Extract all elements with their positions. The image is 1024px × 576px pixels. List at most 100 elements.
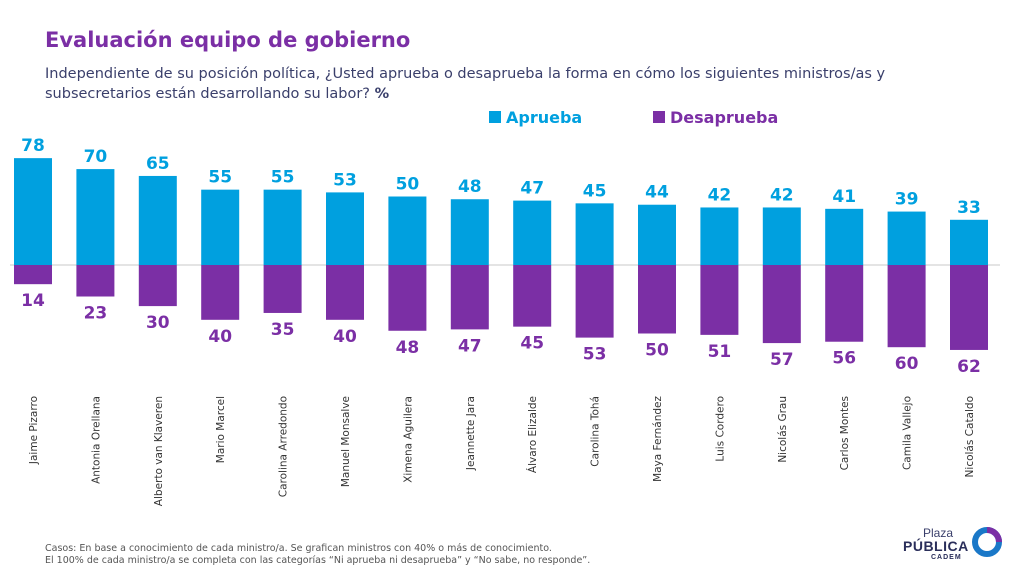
subtitle-question: Independiente de su posición política, ¿… <box>45 66 886 102</box>
bar-desaprueba <box>638 265 676 334</box>
bar-aprueba <box>263 189 302 265</box>
category-label: Luis Cordero <box>714 396 726 462</box>
category-label: Carolina Arredondo <box>278 396 290 497</box>
data-label-aprueba: 42 <box>770 185 794 205</box>
bar-desaprueba <box>825 265 864 342</box>
bar-aprueba <box>825 208 864 265</box>
data-label-desaprueba: 35 <box>271 320 295 340</box>
data-label-aprueba: 42 <box>708 185 732 205</box>
approval-chart: 78 14 Jaime Pizarro 70 23 Antonia Orellana 65 3… <box>10 136 1000 506</box>
logo-icon <box>972 527 1002 557</box>
bar-aprueba <box>14 158 52 265</box>
data-label-desaprueba: 62 <box>957 357 981 377</box>
category-label: Carlos Montes <box>839 396 851 470</box>
data-label-desaprueba: 53 <box>583 345 607 365</box>
data-label-aprueba: 78 <box>21 136 45 156</box>
bar-aprueba <box>575 203 614 265</box>
bar-aprueba <box>638 204 676 265</box>
legend-swatch-aprueba <box>489 111 501 123</box>
logo-line2: PÚBLICA <box>903 538 969 554</box>
data-label-aprueba: 41 <box>832 187 856 207</box>
legend-item-desaprueba: Desaprueba <box>653 107 778 127</box>
category-label: Mario Marcel <box>215 396 227 463</box>
bar-desaprueba <box>326 265 364 320</box>
chart-subtitle: Independiente de su posición política, ¿… <box>45 64 985 104</box>
legend-item-aprueba: Aprueba <box>489 107 582 127</box>
data-label-aprueba: 53 <box>333 170 357 190</box>
logo-line1: Plaza <box>923 526 954 540</box>
data-label-desaprueba: 30 <box>146 313 170 333</box>
bar-desaprueba <box>575 265 614 338</box>
plaza-publica-logo: Plaza PÚBLICA CADEM <box>903 526 1003 566</box>
category-label: Antonia Orellana <box>90 396 102 484</box>
subtitle-unit: % <box>374 86 390 102</box>
category-label: Maya Fernández <box>652 396 664 482</box>
footnote-label: Casos: <box>45 543 77 554</box>
data-label-aprueba: 39 <box>895 190 919 210</box>
data-label-aprueba: 65 <box>146 154 170 174</box>
page-title: Evaluación equipo de gobierno <box>45 28 411 52</box>
footnote-line1: En base a conocimiento de cada ministro/… <box>79 543 552 554</box>
data-label-aprueba: 70 <box>84 147 108 167</box>
data-label-desaprueba: 57 <box>770 350 794 370</box>
footnote-line2: El 100% de cada ministro/a se completa c… <box>45 555 591 566</box>
bar-aprueba <box>76 169 115 265</box>
bar-aprueba <box>887 211 926 265</box>
data-label-desaprueba: 48 <box>396 338 420 358</box>
category-label: Nicolás Cataldo <box>964 396 976 477</box>
bar-desaprueba <box>513 265 552 327</box>
data-label-desaprueba: 60 <box>895 354 919 374</box>
data-label-desaprueba: 51 <box>708 342 732 362</box>
data-label-aprueba: 33 <box>957 198 981 218</box>
data-label-aprueba: 55 <box>208 168 232 188</box>
data-label-aprueba: 50 <box>396 175 420 195</box>
bar-desaprueba <box>263 265 302 313</box>
category-label: Jaime Pizarro <box>28 396 40 465</box>
data-label-aprueba: 48 <box>458 177 482 197</box>
data-label-aprueba: 45 <box>583 181 607 201</box>
data-label-desaprueba: 47 <box>458 336 482 356</box>
legend-swatch-desaprueba <box>653 111 665 123</box>
category-label: Álvaro Elizalde <box>526 396 539 473</box>
category-label: Camila Vallejo <box>902 396 914 470</box>
data-label-desaprueba: 23 <box>84 304 108 324</box>
bar-desaprueba <box>201 265 240 320</box>
data-label-desaprueba: 56 <box>832 349 856 369</box>
bar-aprueba <box>513 200 552 265</box>
data-label-desaprueba: 14 <box>21 291 45 311</box>
bar-desaprueba <box>887 265 926 348</box>
data-label-desaprueba: 50 <box>645 341 669 361</box>
data-label-aprueba: 47 <box>520 179 544 199</box>
bar-aprueba <box>326 192 364 265</box>
bar-desaprueba <box>762 265 801 344</box>
bar-desaprueba <box>138 265 177 307</box>
data-label-desaprueba: 40 <box>333 327 357 347</box>
logo-line3: CADEM <box>931 554 962 561</box>
category-label: Nicolás Grau <box>777 396 789 463</box>
category-label: Alberto van Klaveren <box>153 396 165 506</box>
bar-aprueba <box>950 219 988 265</box>
bar-desaprueba <box>388 265 427 331</box>
data-label-desaprueba: 45 <box>520 334 544 354</box>
bar-aprueba <box>762 207 801 265</box>
bar-desaprueba <box>950 265 988 350</box>
bar-aprueba <box>450 199 489 265</box>
footnote: Casos: En base a conocimiento de cada mi… <box>45 543 590 567</box>
bar-aprueba <box>388 196 427 265</box>
data-label-aprueba: 44 <box>645 183 669 203</box>
bar-desaprueba <box>14 265 52 285</box>
legend-label-aprueba: Aprueba <box>506 107 583 127</box>
category-label: Jeannette Jara <box>465 396 477 471</box>
category-label: Ximena Aguilera <box>402 396 414 483</box>
category-label: Manuel Monsalve <box>340 396 352 487</box>
category-label: Carolina Tohá <box>590 396 602 467</box>
legend-label-desaprueba: Desaprueba <box>670 107 779 127</box>
bar-desaprueba <box>700 265 739 335</box>
data-label-desaprueba: 40 <box>208 327 232 347</box>
bar-aprueba <box>700 207 739 265</box>
bar-aprueba <box>138 175 177 265</box>
bar-aprueba <box>201 189 240 265</box>
data-label-aprueba: 55 <box>271 168 295 188</box>
bar-desaprueba <box>76 265 115 297</box>
bar-desaprueba <box>450 265 489 330</box>
